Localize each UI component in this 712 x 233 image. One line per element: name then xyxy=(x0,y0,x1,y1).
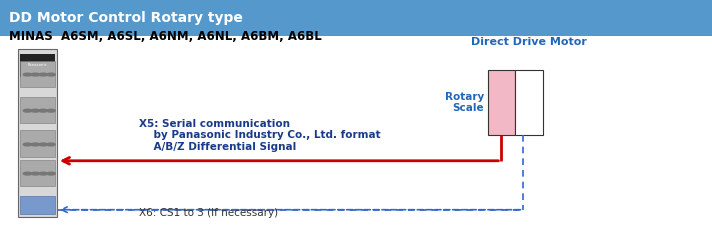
Bar xyxy=(20,160,55,186)
Circle shape xyxy=(39,143,48,146)
Bar xyxy=(20,196,55,214)
Circle shape xyxy=(23,73,32,76)
Circle shape xyxy=(23,172,32,175)
Bar xyxy=(20,61,55,87)
Text: Panasonic: Panasonic xyxy=(28,63,47,67)
Circle shape xyxy=(31,73,40,76)
Text: Rotary
Scale: Rotary Scale xyxy=(445,92,484,113)
Circle shape xyxy=(26,84,34,86)
Circle shape xyxy=(33,84,41,86)
Text: X5: Serial communication
    by Panasonic Industry Co., Ltd. format
    A/B/Z Di: X5: Serial communication by Panasonic In… xyxy=(139,119,380,152)
Bar xyxy=(20,54,55,77)
Circle shape xyxy=(47,172,56,175)
Text: Direct Drive Motor: Direct Drive Motor xyxy=(471,37,587,47)
Circle shape xyxy=(23,109,32,112)
Circle shape xyxy=(31,172,40,175)
Text: X6: CS1 to 3 (If necessary): X6: CS1 to 3 (If necessary) xyxy=(139,208,278,218)
Bar xyxy=(515,70,543,135)
Text: MINAS  A6SM, A6SL, A6NM, A6NL, A6BM, A6BL: MINAS A6SM, A6SL, A6NM, A6NL, A6BM, A6BL xyxy=(9,30,321,43)
Circle shape xyxy=(41,84,50,86)
Circle shape xyxy=(39,73,48,76)
Circle shape xyxy=(39,172,48,175)
Circle shape xyxy=(23,143,32,146)
Bar xyxy=(20,130,55,157)
Circle shape xyxy=(31,143,40,146)
Bar xyxy=(20,97,55,123)
Circle shape xyxy=(47,143,56,146)
Bar xyxy=(488,70,515,135)
Text: DD Motor Control Rotary type: DD Motor Control Rotary type xyxy=(9,11,242,25)
Circle shape xyxy=(47,109,56,112)
Circle shape xyxy=(39,109,48,112)
Circle shape xyxy=(47,73,56,76)
Bar xyxy=(0,0,712,36)
Bar xyxy=(18,49,57,217)
Circle shape xyxy=(31,109,40,112)
